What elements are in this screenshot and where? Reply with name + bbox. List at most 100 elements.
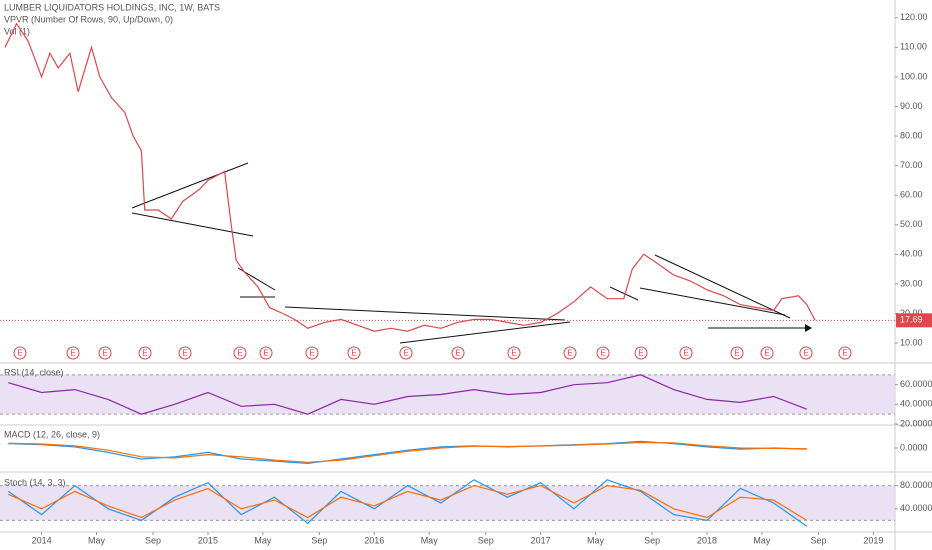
x-tick-label: 2017 xyxy=(531,535,551,545)
earnings-label: E xyxy=(638,349,643,358)
volume-label: Vol (1) xyxy=(4,26,30,36)
y-tick-label: 60.0000 xyxy=(900,379,932,389)
earnings-marker xyxy=(760,346,774,360)
y-tick-label: 80.0000 xyxy=(900,480,932,490)
y-tick-label: 30.00 xyxy=(900,278,923,288)
earnings-label: E xyxy=(351,349,356,358)
x-tick-label: 2014 xyxy=(32,535,52,545)
earnings-marker xyxy=(259,346,273,360)
y-tick-label: 20.0000 xyxy=(900,418,932,428)
y-tick-label: 120.00 xyxy=(900,12,928,22)
earnings-label: E xyxy=(567,349,572,358)
x-tick-label: May xyxy=(88,535,106,545)
y-tick-label: 80.00 xyxy=(900,130,923,140)
earnings-marker xyxy=(730,346,744,360)
x-tick-label: May xyxy=(753,535,771,545)
x-tick-label: Sep xyxy=(145,535,161,545)
y-tick-label: 40.00 xyxy=(900,249,923,259)
series-line xyxy=(7,479,808,527)
x-tick-label: Sep xyxy=(311,535,327,545)
trendlines xyxy=(131,162,812,344)
y-tick-label: 50.00 xyxy=(900,219,923,229)
band xyxy=(0,374,895,415)
y-tick-label: 40.0000 xyxy=(900,399,932,409)
x-tick-label: May xyxy=(587,535,605,545)
earnings-marker xyxy=(98,346,112,360)
earnings-marker xyxy=(563,346,577,360)
earnings-label: E xyxy=(455,349,460,358)
earnings-marker xyxy=(679,346,693,360)
earnings-label: E xyxy=(237,349,242,358)
last-price-label: 17.69 xyxy=(900,315,923,325)
y-tick-label: 110.00 xyxy=(900,42,927,52)
panel-title: Stoch (14, 3, 3) xyxy=(4,477,66,487)
earnings-label: E xyxy=(142,349,147,358)
earnings-label: E xyxy=(403,349,408,358)
earnings-label: E xyxy=(511,349,516,358)
x-tick-label: Sep xyxy=(644,535,660,545)
x-tick-label: 2019 xyxy=(863,535,883,545)
earnings-marker xyxy=(507,346,521,360)
x-tick-label: 2016 xyxy=(364,535,384,545)
arrow-head xyxy=(805,324,812,332)
trendline xyxy=(131,162,249,209)
x-tick-label: Sep xyxy=(478,535,494,545)
panel-title: MACD (12, 26, close, 9) xyxy=(4,429,100,439)
y-tick-label: 60.00 xyxy=(900,190,923,200)
series-line xyxy=(4,22,816,332)
earnings-marker xyxy=(66,346,80,360)
y-tick-label: 100.00 xyxy=(900,71,928,81)
earnings-label: E xyxy=(182,349,187,358)
earnings-marker xyxy=(233,346,247,360)
earnings-label: E xyxy=(764,349,769,358)
x-tick-label: Sep xyxy=(810,535,826,545)
y-tick-label: 40.0000 xyxy=(900,503,932,513)
earnings-label: E xyxy=(683,349,688,358)
y-tick-label: 70.00 xyxy=(900,160,923,170)
earnings-label: E xyxy=(734,349,739,358)
series-line xyxy=(8,374,808,415)
earnings-label: E xyxy=(70,349,75,358)
earnings-marker xyxy=(13,346,27,360)
trendline xyxy=(654,254,791,319)
earnings-label: E xyxy=(309,349,314,358)
y-tick-label: 0.0000 xyxy=(900,442,928,452)
last-price-box xyxy=(896,313,932,328)
series-line xyxy=(8,441,807,463)
panel-title: RSI (14, close) xyxy=(4,367,64,377)
vpvr-label: VPVR (Number Of Rows, 90, Up/Down, 0) xyxy=(4,14,173,24)
earnings-marker xyxy=(305,346,319,360)
x-tick-label: May xyxy=(421,535,439,545)
earnings-marker xyxy=(138,346,152,360)
y-tick-label: 10.00 xyxy=(900,337,923,347)
series-line xyxy=(8,440,807,465)
series-line xyxy=(8,484,808,521)
trendline xyxy=(399,321,571,344)
earnings-label: E xyxy=(803,349,808,358)
earnings-label: E xyxy=(102,349,107,358)
earnings-marker xyxy=(451,346,465,360)
earnings-marker xyxy=(399,346,413,360)
earnings-marker xyxy=(799,346,813,360)
earnings-marker xyxy=(347,346,361,360)
x-tick-label: May xyxy=(254,535,272,545)
earnings-marker xyxy=(596,346,610,360)
earnings-marker xyxy=(178,346,192,360)
earnings-label: E xyxy=(842,349,847,358)
chart-title: LUMBER LIQUIDATORS HOLDINGS, INC, 1W, BA… xyxy=(4,2,220,12)
earnings-marker xyxy=(838,346,852,360)
earnings-label: E xyxy=(263,349,268,358)
y-tick-label: 90.00 xyxy=(900,101,923,111)
trendline xyxy=(609,286,639,301)
y-tick-label: 20.00 xyxy=(900,308,923,318)
earnings-label: E xyxy=(17,349,22,358)
x-tick-label: 2015 xyxy=(198,535,218,545)
earnings-label: E xyxy=(600,349,605,358)
earnings-marker xyxy=(634,346,648,360)
trendline xyxy=(639,287,786,316)
trendline xyxy=(284,306,566,321)
